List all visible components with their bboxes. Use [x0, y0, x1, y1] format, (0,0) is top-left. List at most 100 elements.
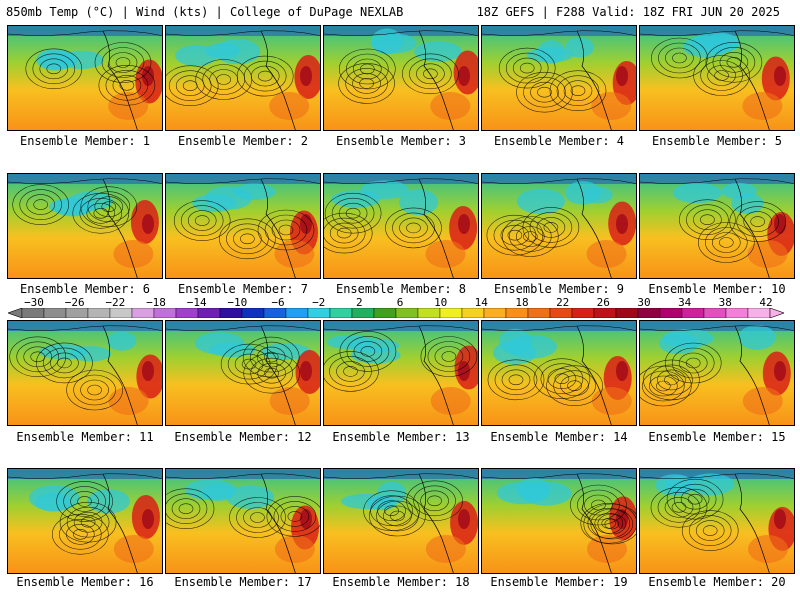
ensemble-member-map [639, 320, 795, 426]
colorbar-swatch [417, 308, 441, 318]
temperature-wind-map [324, 26, 478, 130]
colorbar-swatch [505, 308, 529, 318]
run-valid-time: 18Z GEFS | F288 Valid: 18Z FRI JUN 20 20… [476, 5, 780, 19]
temperature-wind-map [640, 321, 794, 425]
colorbar-tick-label: 18 [515, 296, 529, 309]
colorbar-tick-label: 14 [474, 296, 488, 309]
colorbar-swatch [571, 308, 595, 318]
colorbar-swatch [351, 308, 375, 318]
ensemble-member-label: Ensemble Member: 10 [648, 282, 786, 296]
colorbar-swatch [703, 308, 727, 318]
ensemble-member-map [323, 468, 479, 574]
colorbar-swatch [527, 308, 551, 318]
ensemble-member-map [481, 173, 637, 279]
temperature-wind-map [324, 174, 478, 278]
temperature-wind-map [482, 321, 636, 425]
colorbar-swatch [87, 308, 111, 318]
colorbar-tick-label: 26 [596, 296, 610, 309]
temperature-wind-map [8, 26, 162, 130]
colorbar-swatch [549, 308, 573, 318]
ensemble-member-map [7, 468, 163, 574]
colorbar-swatch [637, 308, 661, 318]
colorbar-tick-label: 42 [759, 296, 773, 309]
colorbar-swatch [285, 308, 309, 318]
temperature-wind-map [166, 26, 320, 130]
colorbar-swatch [263, 308, 287, 318]
ensemble-member-label: Ensemble Member: 5 [651, 134, 783, 148]
colorbar-swatch [65, 308, 89, 318]
colorbar-tick-label: −22 [105, 296, 126, 309]
ensemble-member-label: Ensemble Member: 13 [332, 430, 470, 444]
ensemble-member-map [323, 25, 479, 131]
colorbar-tick-label: −2 [312, 296, 326, 309]
colorbar-swatch [175, 308, 199, 318]
ensemble-member-label: Ensemble Member: 15 [648, 430, 786, 444]
colorbar-tick-label: −18 [146, 296, 166, 309]
colorbar-tick-label: 6 [396, 296, 404, 309]
ensemble-member-label: Ensemble Member: 2 [177, 134, 309, 148]
temperature-wind-map [166, 469, 320, 573]
colorbar-swatch [747, 308, 771, 318]
temperature-wind-map [324, 321, 478, 425]
colorbar-swatch [439, 308, 463, 318]
ensemble-member-map [481, 320, 637, 426]
temperature-colorbar: −30 −26 −22 −18 −14 −10 −6 −2 2 6 10 14 18 22 26 30 34 38… [8, 296, 784, 320]
colorbar-tick-label: −14 [186, 296, 207, 309]
colorbar-tick-label: 30 [637, 296, 651, 309]
ensemble-member-map [323, 320, 479, 426]
colorbar-tick-label: 10 [434, 296, 448, 309]
temperature-wind-map [8, 174, 162, 278]
ensemble-member-label: Ensemble Member: 7 [177, 282, 309, 296]
colorbar-max-arrow [769, 308, 784, 318]
temperature-wind-map [640, 174, 794, 278]
temperature-wind-map [482, 174, 636, 278]
ensemble-member-map [165, 25, 321, 131]
colorbar-swatch [483, 308, 507, 318]
colorbar-tick-label: −26 [64, 296, 85, 309]
ensemble-member-map [481, 25, 637, 131]
ensemble-member-map [639, 173, 795, 279]
ensemble-member-map [639, 25, 795, 131]
temperature-wind-map [482, 26, 636, 130]
ensemble-member-map [7, 25, 163, 131]
colorbar-tick-label: 34 [678, 296, 692, 309]
colorbar-min-arrow [8, 308, 23, 318]
ensemble-member-map [165, 468, 321, 574]
colorbar-tick-label: 38 [718, 296, 732, 309]
ensemble-member-label: Ensemble Member: 12 [174, 430, 312, 444]
ensemble-member-label: Ensemble Member: 17 [174, 575, 312, 589]
ensemble-member-map [7, 173, 163, 279]
ensemble-member-label: Ensemble Member: 11 [16, 430, 154, 444]
ensemble-member-label: Ensemble Member: 18 [332, 575, 470, 589]
colorbar-tick-label: −6 [271, 296, 285, 309]
colorbar-swatch [197, 308, 221, 318]
ensemble-member-label: Ensemble Member: 3 [335, 134, 467, 148]
temperature-wind-map [8, 469, 162, 573]
ensemble-member-label: Ensemble Member: 16 [16, 575, 154, 589]
temperature-wind-map [324, 469, 478, 573]
ensemble-member-map [639, 468, 795, 574]
colorbar-swatch [725, 308, 749, 318]
temperature-wind-map [640, 469, 794, 573]
colorbar-swatch [153, 308, 177, 318]
temperature-wind-map [8, 321, 162, 425]
product-title: 850mb Temp (°C) | Wind (kts) | College o… [6, 5, 404, 19]
ensemble-member-label: Ensemble Member: 19 [490, 575, 628, 589]
colorbar-swatch [21, 308, 45, 318]
colorbar-swatch [131, 308, 155, 318]
colorbar-tick-label: −10 [227, 296, 248, 309]
ensemble-member-map [323, 173, 479, 279]
colorbar-tick-label: 22 [556, 296, 570, 309]
colorbar-swatch [615, 308, 639, 318]
colorbar-tick-label: 2 [355, 296, 363, 309]
temperature-wind-map [482, 469, 636, 573]
colorbar-tick-label: −30 [24, 296, 44, 309]
temperature-wind-map [640, 26, 794, 130]
colorbar-swatch [395, 308, 419, 318]
ensemble-member-map [165, 320, 321, 426]
colorbar-swatch [109, 308, 133, 318]
ensemble-member-label: Ensemble Member: 20 [648, 575, 786, 589]
ensemble-member-label: Ensemble Member: 1 [19, 134, 151, 148]
ensemble-member-map [7, 320, 163, 426]
ensemble-member-label: Ensemble Member: 8 [335, 282, 467, 296]
